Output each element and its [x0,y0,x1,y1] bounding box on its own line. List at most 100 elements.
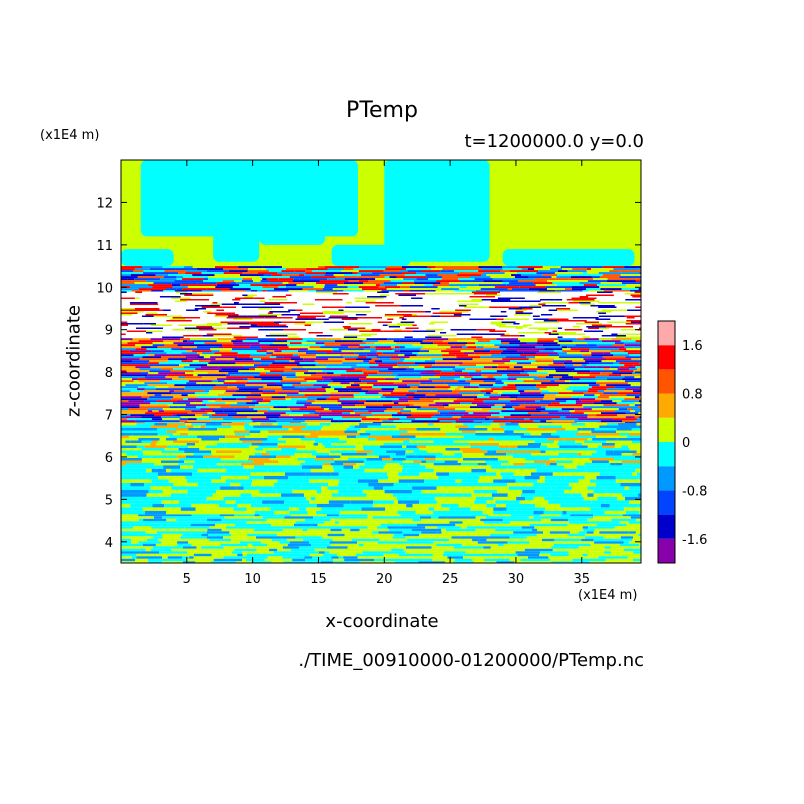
field-cell [206,404,212,407]
field-cell [547,404,554,407]
field-cell [250,330,271,332]
field-cell [358,354,367,357]
field-cell [170,309,187,311]
field-cell [361,380,378,383]
field-cell [624,376,635,379]
field-cell [475,422,482,423]
field-cell [339,320,351,322]
field-cell [301,428,322,431]
field-cell [167,360,182,363]
field-cell [372,531,379,534]
field-cell [449,445,471,448]
field-cell [350,412,355,415]
field-cell [528,556,549,559]
field-cell [301,482,314,487]
field-cell [230,482,241,487]
field-cell [537,479,545,483]
field-cell [174,290,202,292]
field-cell [135,420,154,423]
field-cell [216,329,235,331]
field-cell [378,354,399,357]
field-cell [163,453,194,456]
field-cell [587,291,597,293]
field-cell [142,291,170,293]
field-cell [435,360,464,363]
field-cell [311,323,332,325]
field-cell [267,312,273,314]
field-cell [384,410,389,413]
field-cell [567,346,592,349]
field-cell [334,531,344,534]
field-cell [625,299,641,301]
field-cell [322,320,340,322]
field-cell [216,551,232,554]
field-cell [632,538,641,542]
field-cell [306,368,326,371]
field-cell [168,386,185,389]
field-cell [470,384,480,387]
field-cell [474,352,501,355]
field-cell [421,531,438,534]
field-cell [173,396,198,399]
field-cell [282,378,305,381]
field-cell [562,556,591,559]
field-cell [388,433,400,436]
field-cell [226,317,254,319]
field-cell [328,440,347,443]
field-cell [304,320,323,322]
field-cell [566,352,592,355]
field-cell [422,340,443,343]
field-cell [494,317,509,319]
field-cell [581,493,588,497]
field-cell [193,556,224,559]
field-cell [196,546,201,549]
field-cell [179,500,207,504]
field-cell [126,370,150,373]
field-cell [327,533,345,537]
field-cell [332,475,362,480]
field-cell [622,302,641,304]
field-cell [346,435,356,438]
field-cell [426,445,450,448]
field-cell [412,443,441,446]
field-cell [507,384,515,387]
field-cell [366,382,394,385]
field-cell [166,553,181,557]
field-cell [490,392,499,395]
field-cell [586,274,603,277]
field-cell [401,370,425,373]
field-cell [272,352,287,355]
field-cell [501,312,516,314]
field-cell [137,455,152,458]
field-cell [455,479,462,483]
field-cell [510,270,538,273]
field-cell [357,556,377,559]
field-cell [453,314,471,316]
field-cell [615,332,632,334]
field-cell [597,284,627,287]
field-cell [288,428,293,431]
field-cell [531,362,554,365]
field-cell [407,538,431,542]
field-cell [599,394,627,397]
field-cell [342,362,369,365]
field-cell [194,342,205,345]
field-cell [539,475,545,480]
field-cell [362,489,385,494]
field-cell [473,302,488,304]
field-cell [121,342,128,345]
field-cell [579,296,589,298]
field-cell [393,465,403,469]
field-cell [121,268,135,271]
field-cell [376,533,382,537]
field-cell [308,332,323,334]
field-cell [515,311,524,313]
field-cell [174,384,201,387]
field-cell [314,548,321,552]
field-cell [456,317,473,319]
field-cell [242,294,248,296]
field-cell [502,518,526,522]
field-cell [243,378,248,381]
field-cell [420,372,441,375]
field-cell [121,288,139,291]
